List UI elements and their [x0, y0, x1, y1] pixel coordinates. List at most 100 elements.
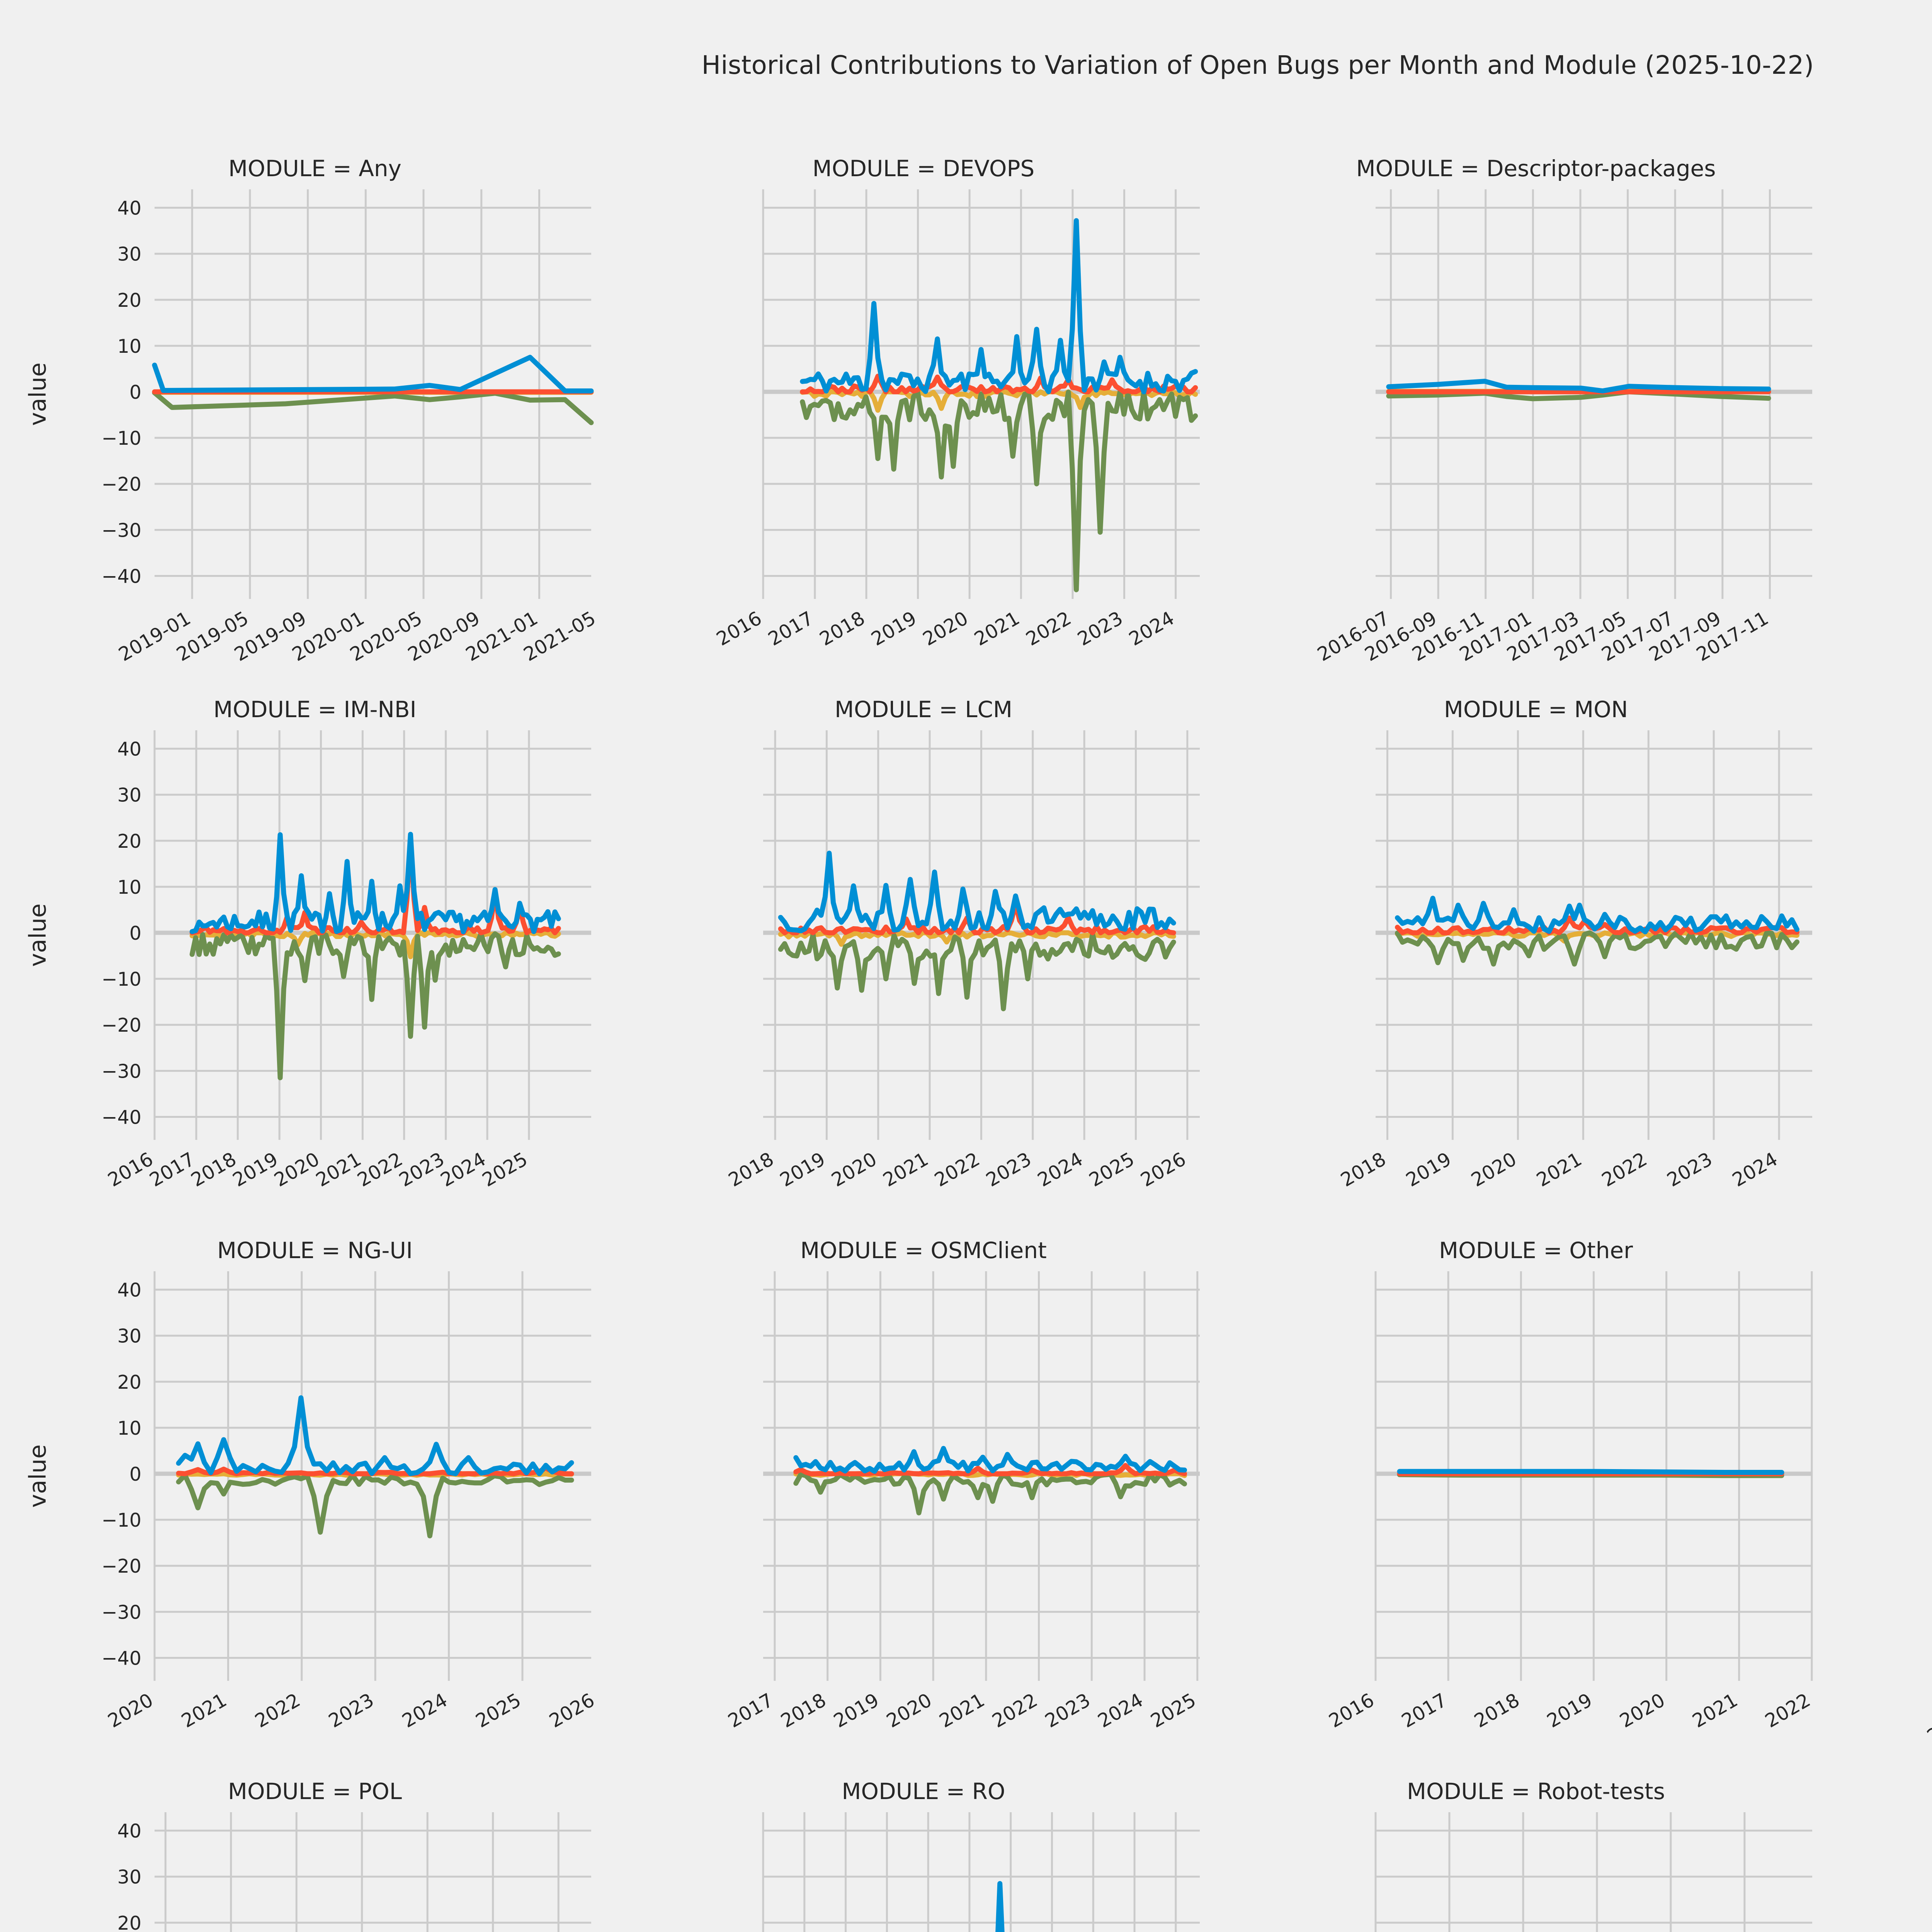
svg-text:2025: 2025	[472, 1689, 525, 1732]
x-tick-label: 2022	[251, 1689, 304, 1732]
x-tick-label: 2021	[971, 607, 1023, 650]
svg-text:2021: 2021	[879, 1148, 932, 1191]
svg-text:2016: 2016	[713, 607, 765, 650]
series-line-reopened	[793, 1463, 1187, 1476]
y-tick-label: 30	[117, 784, 141, 806]
svg-text:2019: 2019	[830, 1689, 883, 1732]
svg-text:2017: 2017	[1398, 1689, 1451, 1732]
x-tick-label: 2016	[713, 607, 765, 650]
svg-text:2021: 2021	[971, 607, 1023, 650]
panel-title: MODULE = Unknown	[1845, 1778, 1932, 1804]
panel-title: MODULE = Robot-tests	[1407, 1778, 1665, 1804]
x-tick-label: 2020-07	[1923, 1689, 1932, 1748]
svg-text:2024: 2024	[1125, 607, 1178, 650]
y-tick-label: 20	[117, 1912, 141, 1932]
svg-text:2018: 2018	[777, 1689, 830, 1732]
svg-text:2021: 2021	[178, 1689, 230, 1732]
svg-text:2020: 2020	[1468, 1148, 1520, 1191]
y-tick-label: 30	[117, 1866, 141, 1888]
facet-panel-descriptor-packages: MODULE = Descriptor-packages 2016-07 2016-…	[1236, 155, 1835, 766]
panel-plot: 2016201720182019202020212022202320242025…	[762, 1812, 1200, 1932]
svg-text:2022: 2022	[988, 1689, 1041, 1732]
svg-text:2017: 2017	[724, 1689, 777, 1732]
x-tick-label: 2022	[1022, 607, 1075, 650]
x-tick-label: 2016	[104, 1148, 157, 1191]
panel-title: MODULE = Descriptor-packages	[1356, 155, 1716, 182]
svg-text:2020: 2020	[883, 1689, 935, 1732]
svg-text:2021: 2021	[1533, 1148, 1585, 1191]
x-tick-label: 2018	[816, 607, 869, 650]
svg-text:2022: 2022	[1022, 607, 1075, 650]
y-tick-label: 20	[117, 830, 141, 852]
svg-text:2022: 2022	[251, 1689, 304, 1732]
panel-plot: −40 −30 −20 −10 0 10 20 30 40 value 2020 2021 2022 20…	[24, 1271, 598, 1732]
series-line-closed	[176, 1473, 574, 1539]
x-tick-label: 2023	[1041, 1689, 1094, 1732]
panel-title: MODULE = Other	[1439, 1237, 1633, 1264]
panel-plot: −40−30−20−10010203040value20182019202020…	[117, 1812, 591, 1932]
svg-text:2021: 2021	[935, 1689, 988, 1732]
series-line-opened	[1395, 896, 1799, 935]
svg-text:2018: 2018	[1337, 1148, 1389, 1191]
x-tick-label: 2017	[146, 1148, 198, 1191]
svg-text:2017: 2017	[764, 607, 817, 650]
y-tick-label: 0	[129, 1463, 141, 1485]
x-tick-label: 2025	[1147, 1689, 1199, 1732]
svg-text:2021: 2021	[1689, 1689, 1741, 1732]
x-tick-label: 2018	[777, 1689, 830, 1732]
x-tick-label: 2021	[879, 1148, 932, 1191]
svg-text:2019: 2019	[1402, 1148, 1455, 1191]
series-line-opened	[189, 832, 561, 934]
facet-panel-documentation-wiki: MODULE = Documentation / Wiki20162017201…	[1845, 155, 1932, 766]
panel-title: MODULE = N2VC	[1845, 696, 1932, 723]
y-tick-label: −40	[102, 565, 141, 587]
x-tick-label: 2020	[919, 607, 972, 650]
panel-plot: −40−30−20−10010203040value2019-012019-05…	[24, 189, 599, 666]
x-tick-label: 2021	[178, 1689, 230, 1732]
x-tick-label: 2017	[764, 607, 817, 650]
svg-text:2017: 2017	[146, 1148, 198, 1191]
svg-text:2018: 2018	[187, 1148, 240, 1191]
svg-text:2024: 2024	[1729, 1148, 1781, 1191]
panel-title: MODULE = NG-UI	[217, 1237, 413, 1264]
y-tick-label: 0	[129, 381, 141, 403]
x-tick-label: 2022	[931, 1148, 983, 1191]
svg-text:2019: 2019	[776, 1148, 829, 1191]
facet-panel-ng-ui: MODULE = NG-UI −40 −30 −20 −10 0 10 20 30 40 value…	[15, 1237, 614, 1848]
x-tick-label: 2020	[270, 1148, 323, 1191]
panel-title: MODULE = MON	[1444, 696, 1628, 723]
x-tick-label: 2020	[1616, 1689, 1668, 1732]
svg-text:2022: 2022	[354, 1148, 406, 1191]
panel-plot: 2016 2017 2018 2019 2020 2021 2022	[1325, 1271, 1814, 1732]
series-line-closed	[793, 1471, 1187, 1515]
x-tick-label: 2016	[1325, 1689, 1378, 1732]
x-tick-label: 2024	[1034, 1148, 1087, 1191]
x-tick-label: 2021	[1689, 1689, 1741, 1732]
panel-title: MODULE = IM-NBI	[213, 696, 417, 723]
panel-plot: 202020212022202320242025MONTH	[1374, 1812, 1812, 1932]
svg-text:2022: 2022	[1761, 1689, 1814, 1732]
svg-text:2018: 2018	[725, 1148, 777, 1191]
x-tick-label: 2024	[398, 1689, 451, 1732]
panel-title: MODULE = OSMClient	[800, 1237, 1047, 1264]
y-tick-label: 20	[117, 1371, 141, 1393]
y-tick-label: 10	[117, 335, 141, 357]
x-tick-label: 2024	[437, 1148, 490, 1191]
series-line-opened	[176, 1395, 574, 1476]
facet-panel-any: MODULE = Any −40 −30 −20 −10 0 10 20 30 40 value 20…	[15, 155, 614, 766]
x-tick-label: 2023	[1074, 607, 1126, 650]
x-tick-label: 2021	[312, 1148, 365, 1191]
panel-title: MODULE = RO	[842, 1778, 1005, 1804]
x-tick-label: 2020	[883, 1689, 935, 1732]
panel-title: MODULE = LCM	[834, 696, 1013, 723]
y-tick-label: 0	[129, 922, 141, 944]
x-tick-label: 2023	[982, 1148, 1035, 1191]
svg-text:2020: 2020	[828, 1148, 880, 1191]
y-tick-label: −30	[102, 1601, 141, 1623]
y-tick-label: −20	[102, 1014, 141, 1036]
x-tick-label: 2025	[1085, 1148, 1138, 1191]
x-tick-label: 2019	[1543, 1689, 1596, 1732]
svg-text:2020: 2020	[1616, 1689, 1668, 1732]
facet-panel-unknown: MODULE = Unknown 201620172018201920202021…	[1845, 1778, 1932, 1932]
